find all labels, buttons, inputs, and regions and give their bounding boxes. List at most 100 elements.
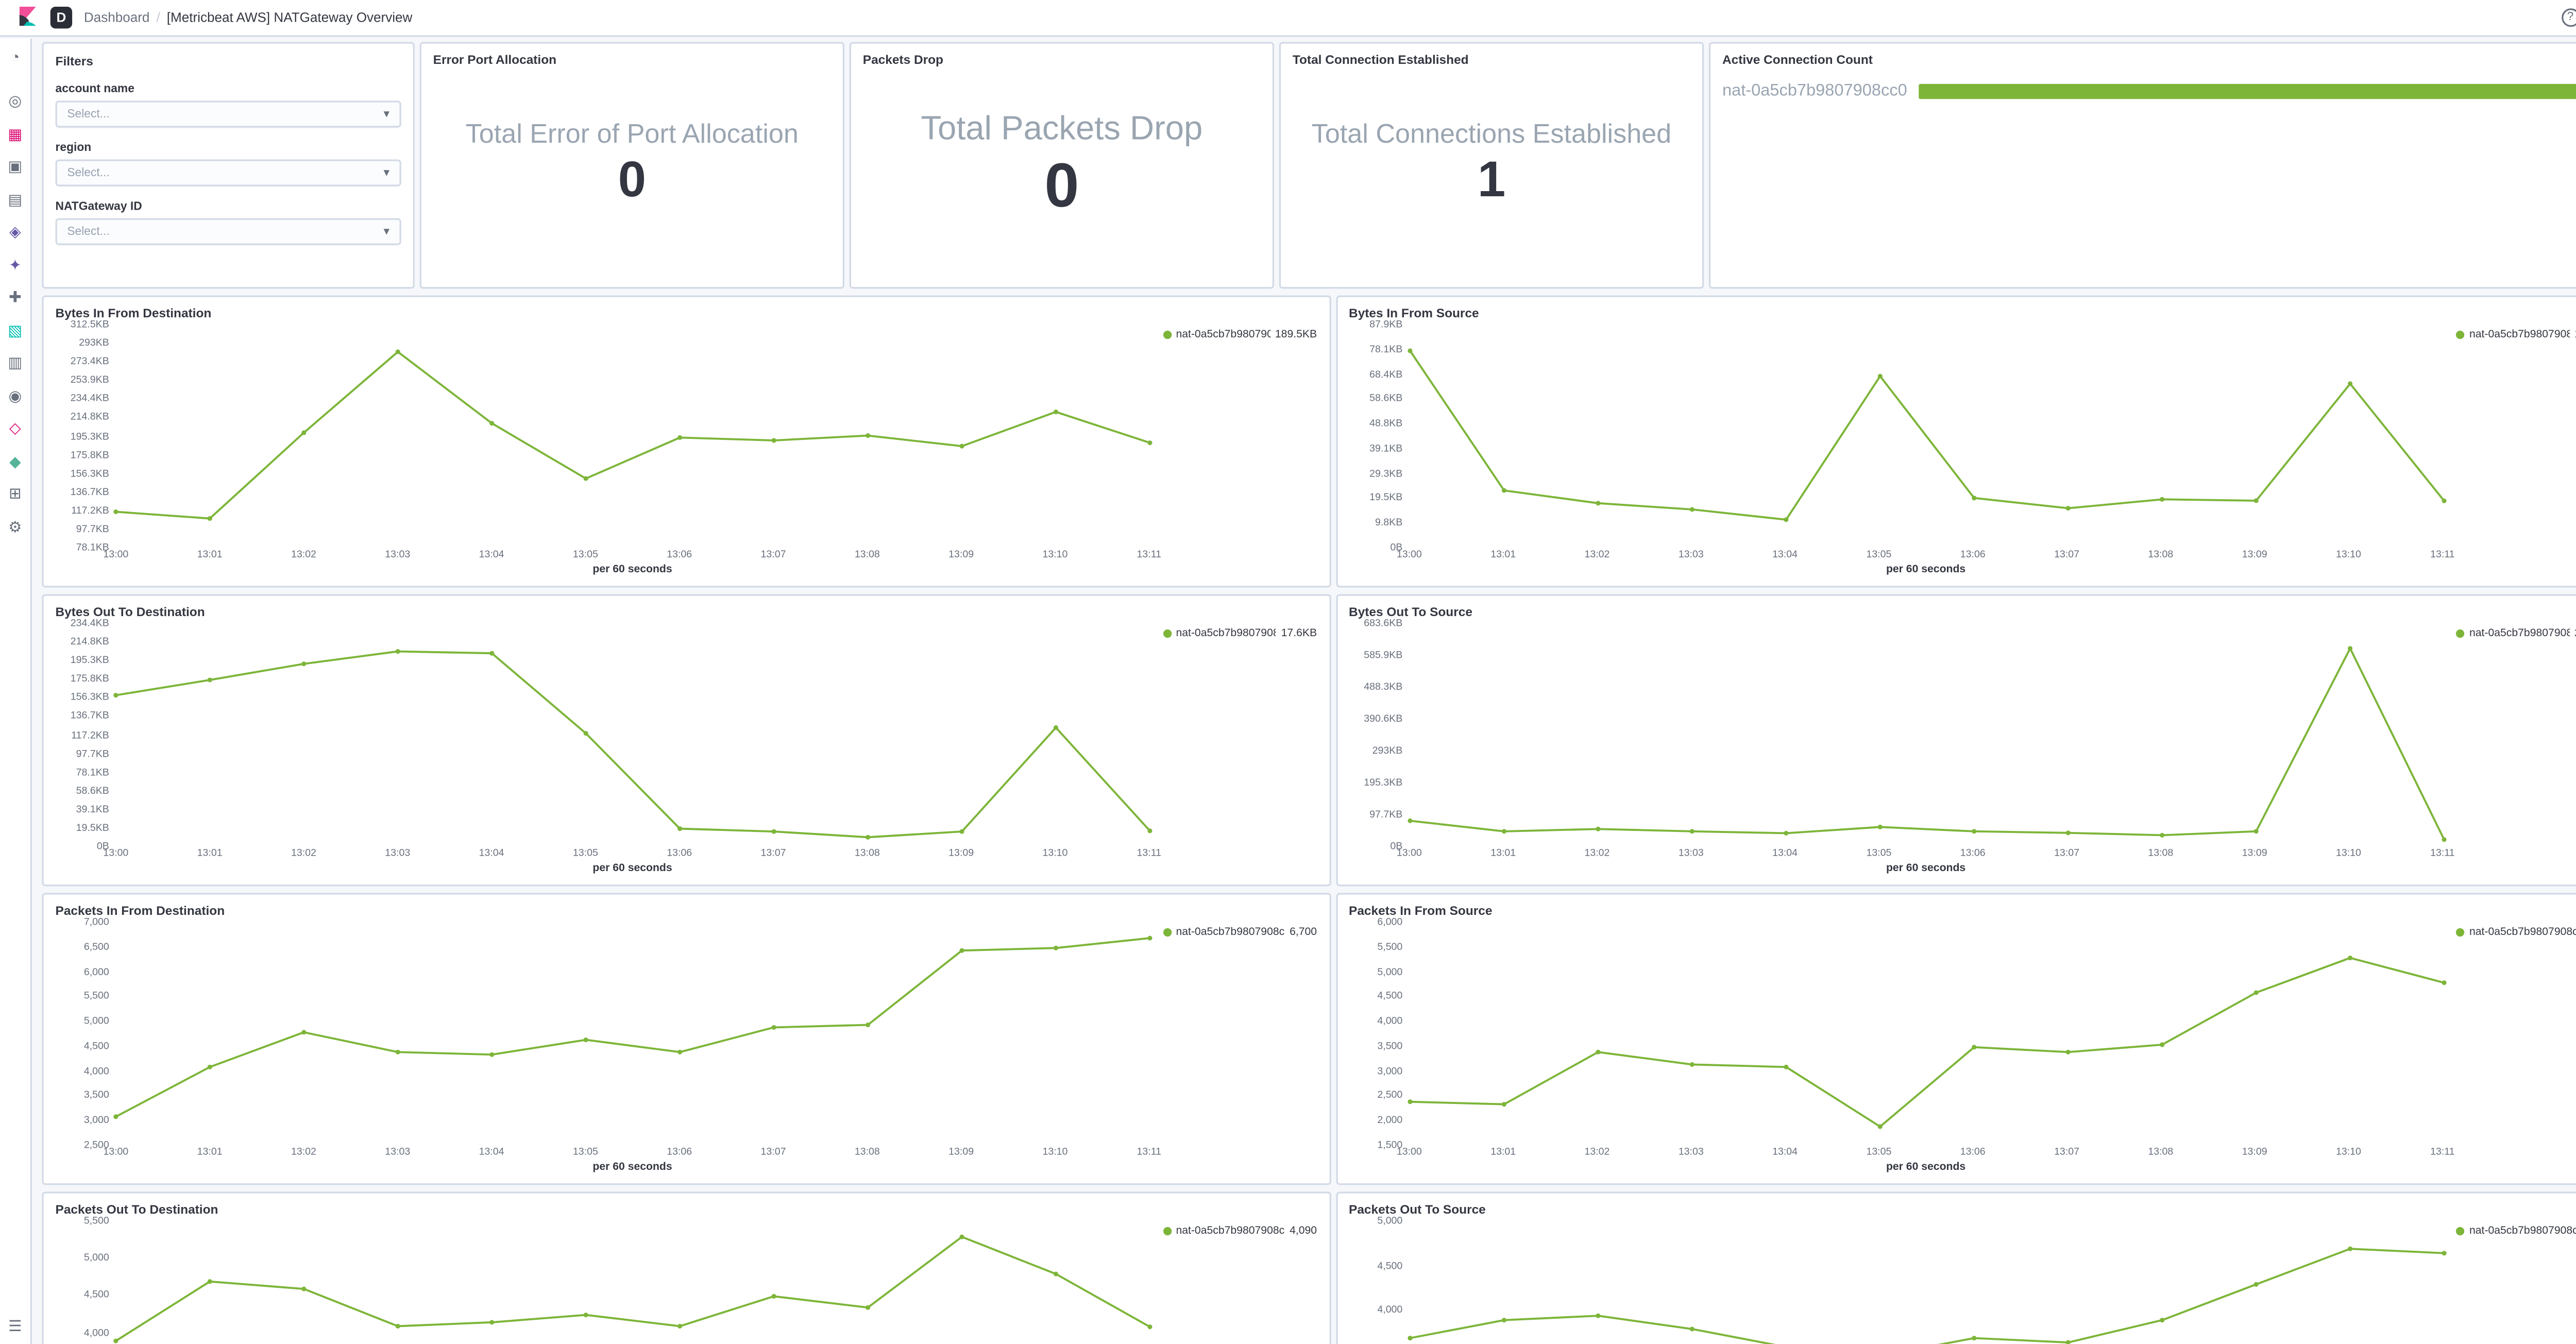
dashboard-icon[interactable]: ▣ — [8, 158, 23, 175]
chart-legend: nat-0a5cb7b9807908cc0 6,700 — [1149, 923, 1317, 1146]
kibana-logo-icon[interactable] — [17, 7, 39, 28]
y-axis-label: 5,500 — [83, 992, 109, 1003]
line-series — [113, 649, 1153, 840]
x-axis: 13:00 13:01 13:02 13:03 13:04 13:05 13:06 13:07… — [1397, 847, 2455, 861]
y-axis-label: 0B — [1390, 842, 1403, 853]
gauge-row: nat-0a5cb7b9807908cc0 1 — [1722, 82, 2576, 100]
breadcrumb-page-title: [Metricbeat AWS] NATGateway Overview — [166, 10, 413, 25]
chart-plot[interactable] — [1406, 1222, 2446, 1344]
recent-icon[interactable]: ◔ — [10, 48, 20, 66]
legend-item[interactable]: nat-0a5cb7b9807908cc0 4,650 — [2455, 1225, 2576, 1237]
chart-plot[interactable] — [1406, 326, 2446, 549]
chart-title: Packets Out To Source — [1349, 1201, 1486, 1217]
chart-plot[interactable] — [113, 326, 1153, 549]
y-axis-label: 68.4KB — [1369, 370, 1403, 381]
panel-title: Packets Drop — [862, 52, 943, 67]
collapse-menu-icon[interactable]: ☰ — [8, 1317, 22, 1335]
x-axis-label: 13:10 — [2336, 1148, 2361, 1159]
natgateway-id-select[interactable]: Select... ▾ — [55, 218, 401, 245]
legend-series-dot — [2455, 1227, 2465, 1236]
chevron-down-icon: ▾ — [383, 109, 389, 121]
x-axis-title: per 60 seconds — [592, 564, 672, 576]
y-axis-label: 4,500 — [1377, 992, 1403, 1003]
x-axis-label: 13:07 — [760, 550, 786, 561]
x-axis-label: 13:08 — [854, 849, 880, 860]
region-select[interactable]: Select... ▾ — [55, 159, 401, 186]
select-placeholder: Select... — [67, 167, 110, 179]
breadcrumb-dashboard-link[interactable]: Dashboard — [83, 10, 150, 25]
visualize-icon[interactable]: ▦ — [8, 125, 23, 142]
x-axis-label: 13:08 — [2148, 849, 2174, 860]
legend-item[interactable]: nat-0a5cb7b9807908cc0 6,700 — [1162, 926, 1317, 939]
chart-panel: Packets In From Source 6,000 5,500 5,000 4,… — [1335, 893, 2576, 1185]
management-icon[interactable]: ⚙ — [8, 518, 22, 535]
x-axis-label: 13:10 — [1042, 849, 1068, 860]
maps-icon[interactable]: ◈ — [9, 223, 21, 240]
filters-panel: Filters account name Select... ▾ region … — [42, 42, 415, 289]
x-axis-label: 13:10 — [1042, 1148, 1068, 1159]
y-axis-label: 293KB — [79, 339, 109, 349]
space-avatar[interactable]: D — [50, 7, 73, 29]
y-axis-label: 0B — [1390, 543, 1403, 554]
chart-plot[interactable] — [113, 624, 1153, 847]
metrics-icon[interactable]: ▥ — [8, 354, 23, 371]
y-axis-label: 5,000 — [83, 1017, 109, 1028]
y-axis-label: 175.8KB — [70, 451, 109, 461]
chart-plot[interactable] — [1406, 923, 2446, 1146]
x-axis-label: 13:00 — [103, 1148, 129, 1159]
legend-series-label: nat-0a5cb7b9807908cc0 — [1176, 926, 1285, 939]
siem-icon[interactable]: ◆ — [9, 452, 21, 469]
chart-plot[interactable] — [113, 1222, 1153, 1344]
machine-learning-icon[interactable]: ✦ — [9, 256, 22, 273]
x-axis-label: 13:01 — [1490, 849, 1516, 860]
chart-plot[interactable] — [1406, 624, 2446, 847]
chart-legend: nat-0a5cb7b9807908... 17.6KB — [1149, 624, 1317, 847]
x-axis-label: 13:06 — [1960, 550, 1986, 561]
legend-item[interactable]: nat-0a5cb7b9807908... 24.6KB — [2455, 628, 2576, 639]
dev-tools-icon[interactable]: ⊞ — [9, 485, 22, 502]
chart-area: 87.9KB 78.1KB 68.4KB 58.6KB 48.8KB 39.1KB 29.3… — [1349, 320, 2576, 554]
y-axis-label: 0B — [96, 842, 109, 853]
line-series — [1406, 1246, 2446, 1344]
apm-icon[interactable]: ◉ — [8, 387, 22, 404]
account-name-select[interactable]: Select... ▾ — [55, 100, 401, 128]
x-axis-label: 13:00 — [1396, 849, 1422, 860]
chart-area: 234.4KB 214.8KB 195.3KB 175.8KB 156.3KB 136.7… — [56, 619, 1317, 853]
legend-series-value: 6,700 — [1290, 926, 1317, 939]
x-axis-label: 13:06 — [667, 1148, 692, 1159]
chart-panel: Bytes In From Destination 312.5KB 293KB 27… — [42, 295, 1331, 588]
logs-icon[interactable]: ▧ — [8, 321, 23, 338]
x-axis-label: 13:07 — [760, 1148, 786, 1159]
y-axis-label: 2,500 — [1377, 1092, 1403, 1102]
legend-item[interactable]: nat-0a5cb7b9807908... 18.9KB — [2455, 329, 2576, 341]
chevron-down-icon: ▾ — [383, 167, 389, 180]
select-placeholder: Select... — [67, 108, 110, 120]
y-axis-label: 3,500 — [1377, 1042, 1403, 1052]
y-axis-label: 390.6KB — [1364, 715, 1403, 725]
y-axis-label: 5,000 — [83, 1254, 109, 1265]
legend-item[interactable]: nat-0a5cb7b980790... 189.5KB — [1162, 329, 1317, 341]
y-axis-label: 195.3KB — [1364, 778, 1403, 789]
sidebar-nav: ◔ ◎ ▦ ▣ ▤ ◈ ✦ ✚ ▧ ▥ ◉ ◇ ◆ ⊞ ⚙ — [5, 48, 25, 550]
dashboard-row: Packets Out To Destination 5,500 5,000 4,5… — [42, 1192, 2576, 1344]
x-axis: 13:00 13:01 13:02 13:03 13:04 13:05 13:06 13:07… — [103, 1146, 1161, 1160]
legend-series-value: 189.5KB — [1275, 329, 1317, 341]
canvas-icon[interactable]: ▤ — [8, 190, 23, 208]
x-axis-label: 13:06 — [1960, 1148, 1986, 1159]
y-axis-label: 97.7KB — [76, 750, 109, 760]
legend-item[interactable]: nat-0a5cb7b9807908... 17.6KB — [1162, 628, 1317, 639]
uptime-icon[interactable]: ◇ — [9, 419, 21, 437]
y-axis-label: 97.7KB — [1369, 810, 1403, 821]
dashboard-grid: Filters account name Select... ▾ region … — [33, 39, 2576, 1344]
x-axis-label: 13:11 — [2430, 849, 2455, 860]
graph-icon[interactable]: ✚ — [9, 288, 22, 306]
chart-plot[interactable] — [113, 923, 1153, 1146]
x-axis-label: 13:08 — [2148, 1148, 2174, 1159]
discover-icon[interactable]: ◎ — [8, 92, 22, 109]
legend-series-label: nat-0a5cb7b9807908cc0 — [2469, 1225, 2576, 1237]
legend-item[interactable]: nat-0a5cb7b9807908cc0 4,800 — [2455, 927, 2576, 938]
help-icon[interactable]: ? — [2561, 8, 2576, 27]
chart-area: 683.6KB 585.9KB 488.3KB 390.6KB 293KB 195.3KB… — [1349, 619, 2576, 853]
x-axis-label: 13:08 — [854, 550, 880, 561]
legend-item[interactable]: nat-0a5cb7b9807908cc0 4,090 — [1162, 1226, 1317, 1237]
